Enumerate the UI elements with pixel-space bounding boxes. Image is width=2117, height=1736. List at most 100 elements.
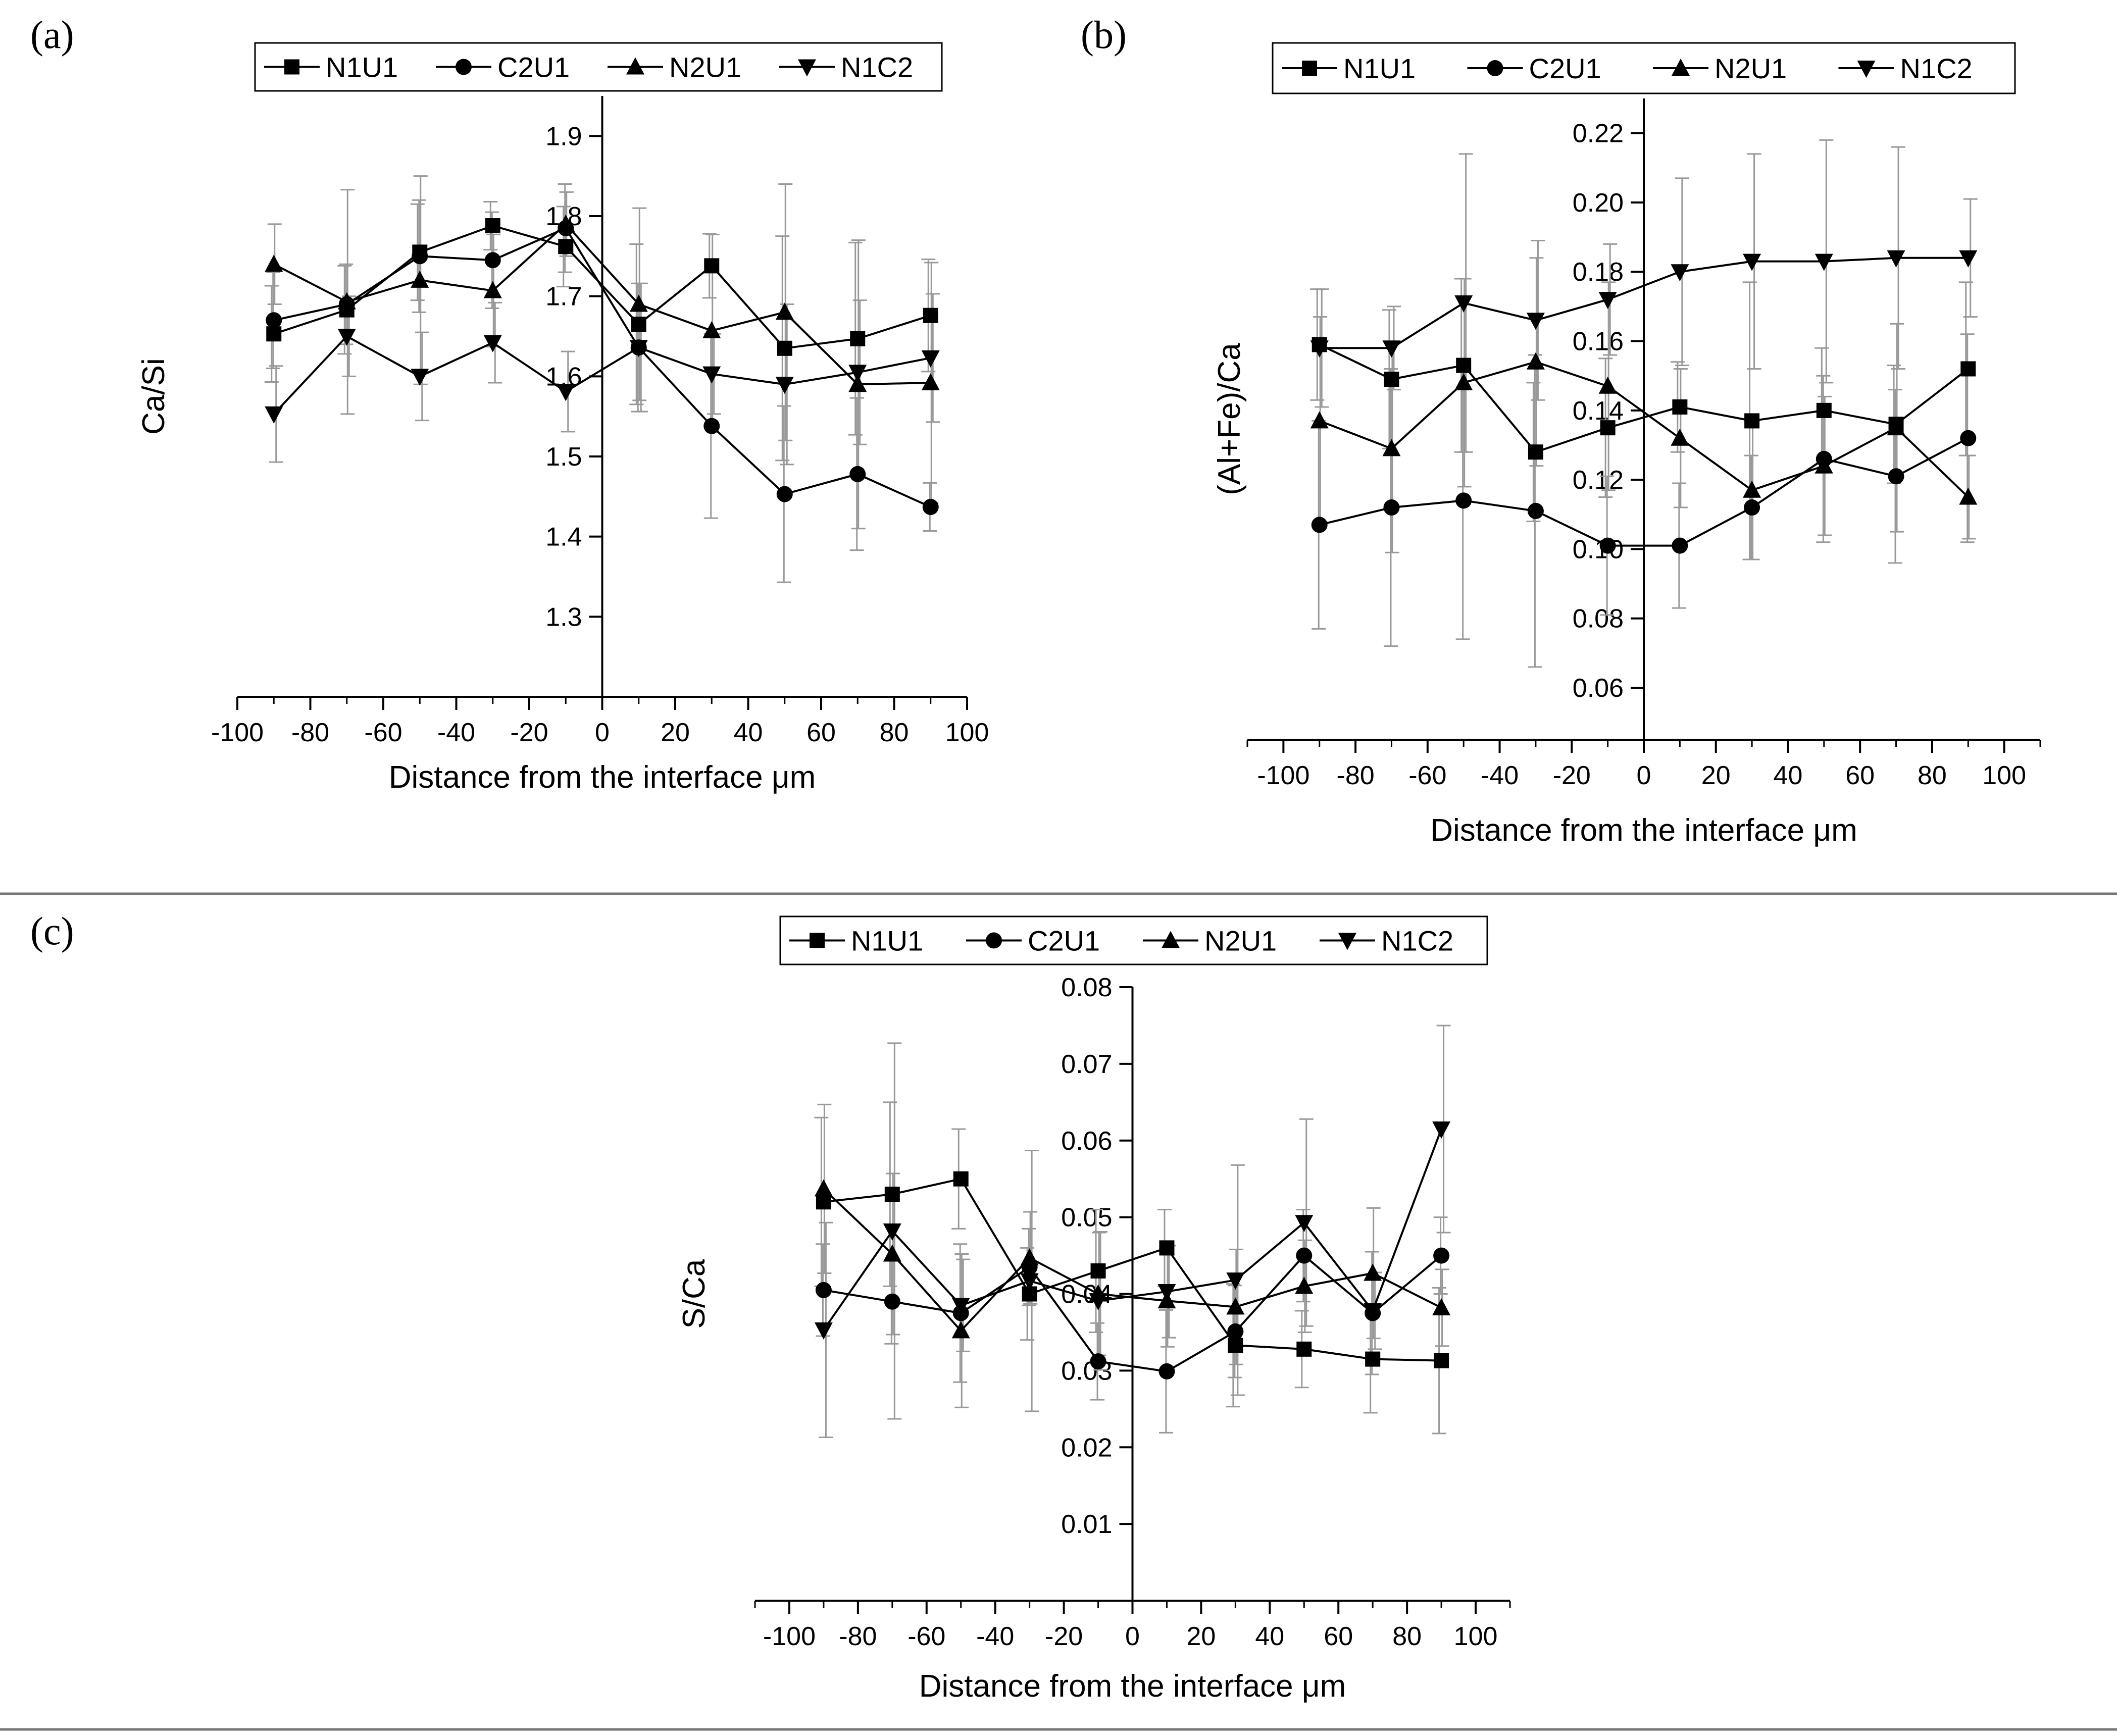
x-tick-label: 40 bbox=[1774, 761, 1803, 790]
series-n2u1 bbox=[1310, 352, 1978, 505]
y-tick-label: 1.9 bbox=[545, 122, 582, 151]
data-point-n2u1 bbox=[629, 294, 648, 312]
y-tick-label: 0.07 bbox=[1061, 1050, 1112, 1079]
data-point-n1c2 bbox=[1454, 295, 1473, 313]
data-point-c2u1 bbox=[1672, 537, 1688, 554]
data-point-n1u1 bbox=[850, 331, 866, 346]
data-point-n1c2 bbox=[1814, 253, 1833, 271]
x-tick-label: 60 bbox=[1324, 1622, 1353, 1651]
data-point-c2u1 bbox=[1527, 502, 1544, 519]
data-point-n1u1 bbox=[1672, 399, 1688, 415]
data-point-c2u1 bbox=[412, 248, 428, 265]
y-tick-label: 0.22 bbox=[1573, 119, 1624, 148]
series-line-n1c2 bbox=[823, 1129, 1442, 1331]
legend-marker-n1c2 bbox=[1338, 933, 1356, 950]
data-point-n1c2 bbox=[1432, 1121, 1451, 1139]
data-point-n1c2 bbox=[814, 1322, 833, 1340]
data-point-n1c2 bbox=[1364, 1303, 1382, 1320]
data-point-c2u1 bbox=[703, 418, 720, 434]
y-tick-label: 0.14 bbox=[1573, 396, 1624, 426]
x-tick-label: -20 bbox=[1045, 1622, 1083, 1651]
x-tick-label: -60 bbox=[908, 1622, 945, 1651]
data-point-n2u1 bbox=[1295, 1277, 1314, 1294]
panel-label: (c) bbox=[30, 909, 74, 953]
x-tick-label: -80 bbox=[1337, 761, 1375, 790]
data-point-n1c2 bbox=[1226, 1272, 1245, 1290]
data-point-n1c2 bbox=[1959, 250, 1978, 268]
data-point-n1u1 bbox=[1384, 372, 1399, 387]
data-point-n1u1 bbox=[923, 308, 938, 323]
legend-label-n1u1: N1U1 bbox=[851, 925, 923, 957]
data-point-n1c2 bbox=[1598, 292, 1617, 310]
data-point-c2u1 bbox=[1599, 537, 1616, 554]
data-point-n1c2 bbox=[883, 1223, 901, 1241]
legend-marker-n2u1 bbox=[1672, 59, 1690, 76]
data-point-n2u1 bbox=[1743, 480, 1761, 498]
x-tick-label: -40 bbox=[437, 718, 475, 747]
data-point-n1c2 bbox=[483, 335, 502, 352]
x-axis-title: Distance from the interface μm bbox=[1430, 813, 1857, 848]
data-point-n1u1 bbox=[631, 317, 646, 332]
legend-label-n1u1: N1U1 bbox=[1343, 53, 1416, 84]
data-point-n1u1 bbox=[1528, 444, 1543, 460]
data-point-n2u1 bbox=[1310, 411, 1329, 429]
y-tick-label: 0.18 bbox=[1573, 258, 1624, 287]
x-tick-label: 20 bbox=[1701, 761, 1731, 790]
data-point-n2u1 bbox=[848, 375, 867, 392]
data-point-n1u1 bbox=[1434, 1353, 1449, 1368]
y-tick-label: 0.08 bbox=[1061, 973, 1112, 1002]
data-point-n1u1 bbox=[558, 239, 574, 254]
legend-marker-n1u1 bbox=[284, 59, 299, 75]
data-point-n1c2 bbox=[1526, 313, 1545, 330]
data-point-n2u1 bbox=[337, 292, 356, 310]
chart-panel-b: (b) -100 -80 -60 -40 -20 0 20 40 60 80 100 0.06 0.08 0… bbox=[1081, 13, 2041, 848]
data-point-n2u1 bbox=[1598, 376, 1617, 394]
series-line-n1c2 bbox=[273, 335, 931, 415]
data-point-n1c2 bbox=[1382, 340, 1401, 358]
data-point-c2u1 bbox=[266, 312, 282, 329]
data-point-n1c2 bbox=[1157, 1284, 1176, 1301]
data-point-n1u1 bbox=[1159, 1240, 1175, 1256]
data-point-n2u1 bbox=[883, 1244, 901, 1262]
y-tick-label: 0.10 bbox=[1573, 535, 1624, 564]
data-point-n2u1 bbox=[1382, 439, 1401, 456]
y-tick-label: 0.08 bbox=[1573, 604, 1624, 634]
x-tick-label: 40 bbox=[1255, 1622, 1284, 1651]
data-point-n1c2 bbox=[1295, 1215, 1314, 1233]
data-point-n1c2 bbox=[557, 384, 575, 401]
y-tick-label: 0.01 bbox=[1061, 1510, 1112, 1539]
x-tick-label: 100 bbox=[1454, 1622, 1498, 1651]
x-tick-label: 20 bbox=[1186, 1622, 1216, 1651]
y-tick-label: 0.20 bbox=[1573, 188, 1624, 218]
x-tick-label: -40 bbox=[1481, 761, 1519, 790]
x-tick-label: 100 bbox=[945, 718, 989, 747]
series-line-n2u1 bbox=[1319, 361, 1969, 498]
legend-label-n1c2: N1C2 bbox=[841, 52, 913, 83]
data-point-n2u1 bbox=[1671, 428, 1689, 446]
panel-label: (b) bbox=[1081, 13, 1127, 57]
data-point-n1c2 bbox=[702, 366, 721, 384]
data-point-c2u1 bbox=[1383, 499, 1400, 516]
x-tick-label: -60 bbox=[364, 718, 402, 747]
data-point-n1u1 bbox=[1365, 1351, 1381, 1367]
data-point-c2u1 bbox=[1960, 430, 1977, 446]
legend: N1U1 C2U1 N2U1 N1C2 bbox=[1272, 42, 2016, 94]
data-point-c2u1 bbox=[484, 252, 501, 269]
data-point-n1c2 bbox=[1089, 1293, 1107, 1311]
data-point-n2u1 bbox=[921, 373, 940, 391]
data-point-n2u1 bbox=[1526, 352, 1545, 370]
y-tick-label: 1.4 bbox=[545, 523, 582, 552]
data-point-c2u1 bbox=[1433, 1247, 1450, 1264]
data-point-c2u1 bbox=[922, 498, 939, 515]
series-line-c2u1 bbox=[273, 227, 931, 508]
data-point-n1c2 bbox=[1887, 250, 1905, 268]
data-point-n2u1 bbox=[1364, 1263, 1382, 1281]
data-point-c2u1 bbox=[1311, 517, 1328, 533]
x-tick-label: -20 bbox=[510, 718, 548, 747]
series-n1c2 bbox=[1310, 250, 1978, 358]
data-point-n1c2 bbox=[951, 1298, 970, 1315]
data-point-n1u1 bbox=[1816, 402, 1832, 418]
data-point-c2u1 bbox=[1158, 1363, 1175, 1380]
data-point-n2u1 bbox=[1887, 418, 1905, 436]
